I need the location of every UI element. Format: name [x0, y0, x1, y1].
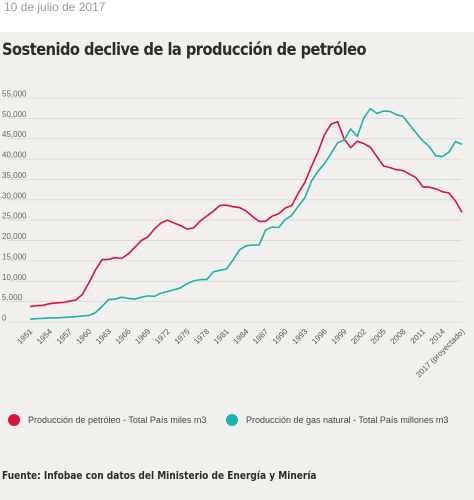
y-tick-label: 5,000 — [2, 293, 23, 302]
y-axis-ticks: 55,000 50,000 45,000 40,000 35,000 30,000 25,0… — [2, 90, 27, 323]
x-tick-label: 1972 — [153, 327, 172, 346]
x-axis-ticks: 1951 1954 1957 1960 1963 1966 1969 1972 1975 1978… — [15, 327, 466, 380]
grid-lines — [8, 97, 462, 323]
y-tick-label: 25,000 — [2, 212, 27, 221]
x-tick-label: 1954 — [35, 327, 54, 346]
x-tick-label: 1969 — [133, 327, 152, 346]
chart-legend: Producción de petróleo - Total País mile… — [8, 414, 474, 434]
y-tick-label: 0 — [2, 314, 7, 323]
series-lines — [29, 107, 463, 320]
x-tick-label: 1966 — [114, 327, 133, 346]
x-tick-label: 2011 — [409, 327, 428, 346]
x-tick-label: 1957 — [55, 327, 74, 346]
y-tick-label: 55,000 — [2, 90, 27, 99]
chart-title: Sostenido declive de la producción de pe… — [2, 40, 367, 60]
x-tick-label: 2005 — [369, 327, 388, 346]
x-tick-label: 1996 — [310, 327, 329, 346]
x-tick-label: 1978 — [192, 327, 211, 346]
x-tick-label: 1960 — [74, 327, 93, 346]
x-tick-label: 1981 — [212, 327, 231, 346]
y-tick-label: 45,000 — [2, 130, 27, 139]
y-tick-label: 35,000 — [2, 171, 27, 180]
legend-label-gas: Producción de gas natural - Total País m… — [246, 415, 449, 425]
publication-date: 10 de julio de 2017 — [4, 0, 106, 14]
y-tick-label: 20,000 — [2, 232, 27, 241]
x-tick-label: 1987 — [251, 327, 270, 346]
legend-marker-oil — [8, 414, 20, 426]
y-tick-label: 50,000 — [2, 110, 27, 119]
legend-marker-gas — [226, 414, 238, 426]
y-tick-label: 30,000 — [2, 191, 27, 200]
legend-label-oil: Producción de petróleo - Total País mile… — [28, 415, 207, 425]
x-tick-label: 1990 — [271, 327, 290, 346]
chart-panel: Sostenido declive de la producción de pe… — [0, 32, 474, 500]
x-tick-label: 1984 — [231, 327, 250, 346]
y-tick-label: 40,000 — [2, 151, 27, 160]
legend-item-oil[interactable]: Producción de petróleo - Total País mile… — [8, 414, 206, 426]
legend-item-gas[interactable]: Producción de gas natural - Total País m… — [226, 414, 448, 426]
x-tick-label: 1963 — [94, 327, 113, 346]
line-chart: 55,000 50,000 45,000 40,000 35,000 30,000 25,0… — [2, 90, 467, 380]
x-tick-label: 1999 — [330, 327, 349, 346]
x-tick-label: 1975 — [173, 327, 192, 346]
x-tick-label: 2002 — [349, 327, 368, 346]
x-tick-label: 1993 — [290, 327, 309, 346]
series-line-oil[interactable] — [29, 120, 463, 308]
y-tick-label: 15,000 — [2, 252, 27, 261]
x-tick-label: 1951 — [15, 327, 34, 346]
x-tick-label: 2008 — [389, 327, 408, 346]
y-tick-label: 10,000 — [2, 273, 27, 282]
series-line-gas[interactable] — [29, 107, 463, 320]
source-note: Fuente: Infobae con datos del Ministerio… — [2, 470, 317, 482]
